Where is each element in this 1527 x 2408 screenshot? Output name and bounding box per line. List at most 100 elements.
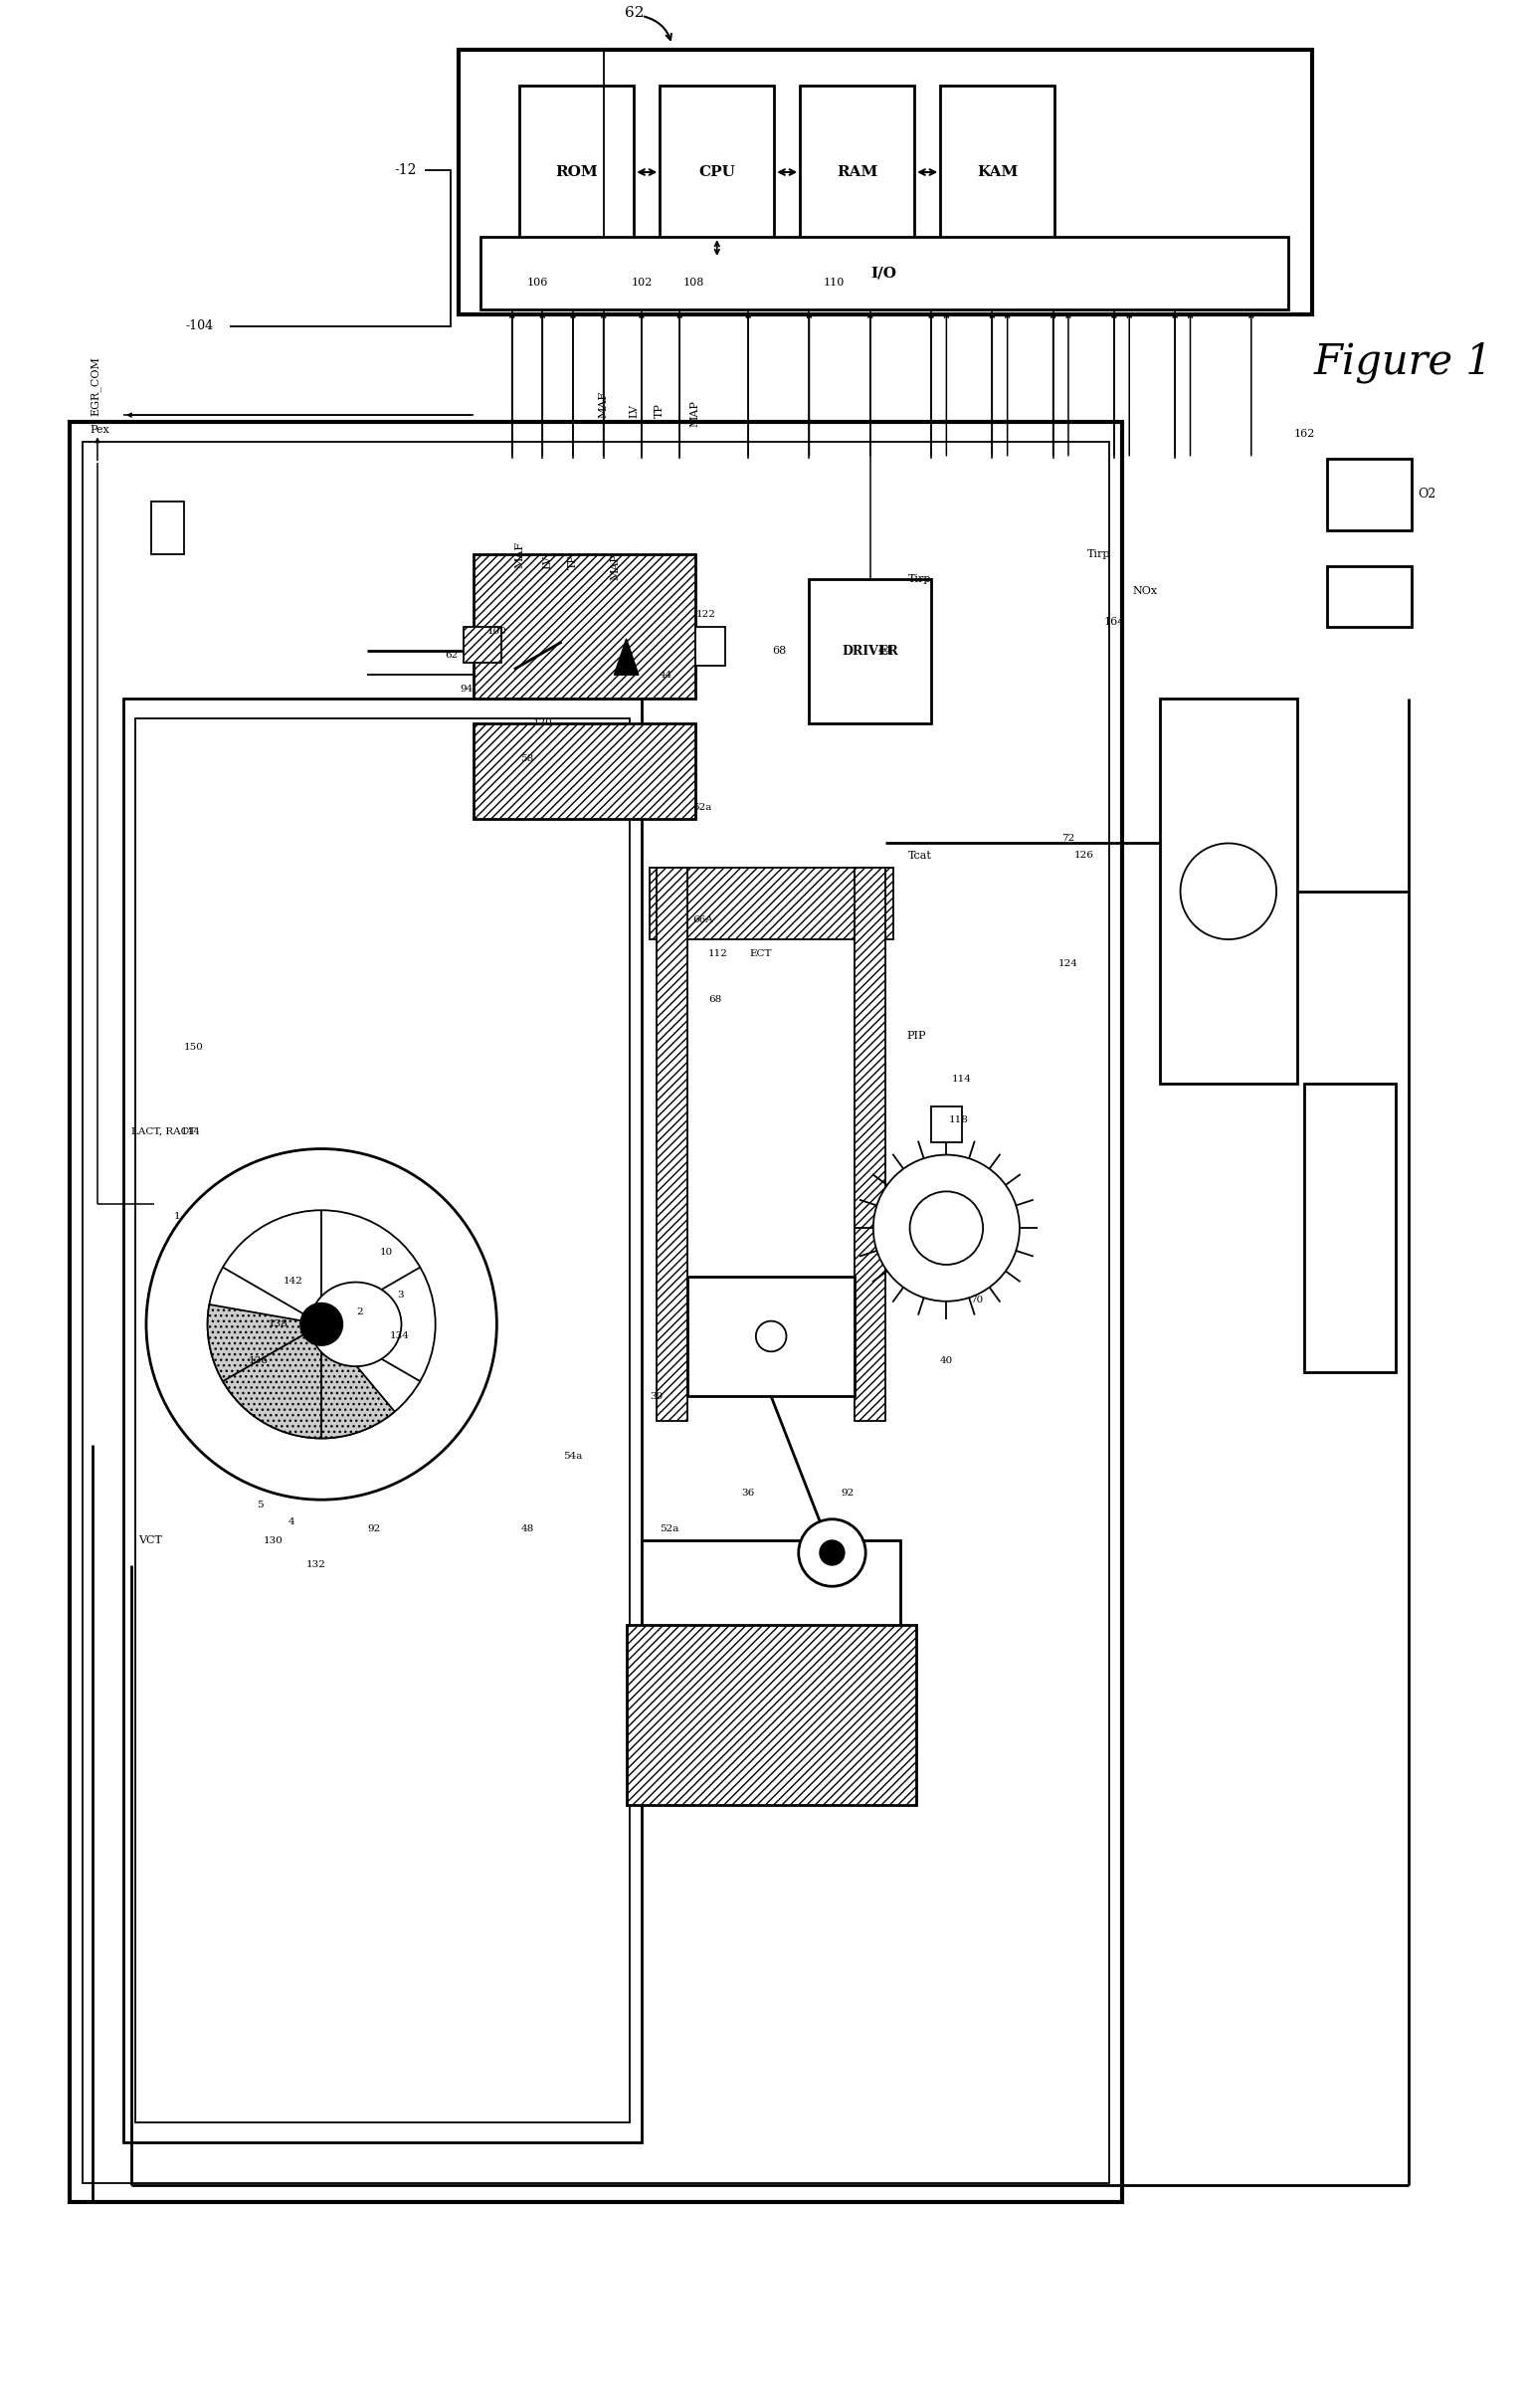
Bar xyxy=(151,501,185,554)
Text: MAP: MAP xyxy=(611,554,620,580)
Text: 2: 2 xyxy=(356,1308,363,1317)
Text: 120: 120 xyxy=(533,718,553,727)
Text: 110: 110 xyxy=(823,277,844,289)
Bar xyxy=(687,1276,855,1397)
Bar xyxy=(931,1108,962,1144)
Text: TP: TP xyxy=(568,554,577,568)
Text: 44: 44 xyxy=(660,669,672,679)
Text: NOx: NOx xyxy=(1132,585,1157,595)
Text: 162: 162 xyxy=(1293,429,1315,438)
Bar xyxy=(473,554,695,698)
Text: 52a: 52a xyxy=(693,802,712,811)
Text: Tcat: Tcat xyxy=(909,850,931,860)
Text: 100: 100 xyxy=(487,626,507,636)
Bar xyxy=(473,722,695,819)
Bar xyxy=(657,867,687,1421)
Bar xyxy=(479,236,1287,308)
Text: I/O: I/O xyxy=(870,267,896,279)
Text: EGR_COM: EGR_COM xyxy=(90,356,101,417)
Text: LV: LV xyxy=(542,554,553,568)
Ellipse shape xyxy=(1180,843,1277,939)
Bar xyxy=(1327,458,1411,530)
Text: MAF: MAF xyxy=(599,390,608,417)
Text: 138: 138 xyxy=(269,1320,289,1329)
Text: 10: 10 xyxy=(379,1247,392,1257)
Text: 72: 72 xyxy=(1061,833,1075,843)
Text: TP: TP xyxy=(655,402,664,417)
Text: RAM: RAM xyxy=(837,166,878,178)
Text: 70: 70 xyxy=(970,1296,983,1305)
Bar xyxy=(649,867,893,939)
Text: 40: 40 xyxy=(939,1356,953,1365)
Text: Figure 1: Figure 1 xyxy=(1315,342,1493,383)
Text: 130: 130 xyxy=(264,1536,284,1546)
Text: 44: 44 xyxy=(878,645,892,655)
Bar xyxy=(800,87,915,258)
Text: 4: 4 xyxy=(287,1517,295,1527)
Text: 3: 3 xyxy=(397,1291,405,1300)
Text: ECT: ECT xyxy=(750,949,771,958)
Text: 68: 68 xyxy=(773,645,786,655)
Text: O2: O2 xyxy=(1417,489,1435,501)
Bar xyxy=(463,626,501,662)
Text: ROM: ROM xyxy=(556,166,599,178)
Bar xyxy=(82,441,1110,2184)
Text: 144: 144 xyxy=(182,1127,202,1137)
Bar xyxy=(1304,1084,1396,1373)
Bar xyxy=(809,578,931,722)
Ellipse shape xyxy=(910,1192,983,1264)
Text: 150: 150 xyxy=(185,1043,205,1052)
Text: MAF: MAF xyxy=(515,542,525,568)
Text: Pex: Pex xyxy=(90,424,110,433)
Text: 48: 48 xyxy=(521,1524,534,1534)
Text: 92: 92 xyxy=(366,1524,380,1534)
Text: DRIVER: DRIVER xyxy=(841,645,898,657)
Bar xyxy=(519,87,634,258)
Bar xyxy=(136,718,629,2124)
Text: 132: 132 xyxy=(307,1560,325,1570)
Text: PIP: PIP xyxy=(906,1031,925,1040)
Text: 164: 164 xyxy=(1104,616,1125,626)
Text: 5: 5 xyxy=(257,1500,264,1510)
Text: MAP: MAP xyxy=(690,400,699,426)
Text: 122: 122 xyxy=(696,609,716,619)
Text: 102: 102 xyxy=(631,277,652,289)
Text: 142: 142 xyxy=(284,1276,304,1286)
Text: 54a: 54a xyxy=(563,1452,583,1462)
Ellipse shape xyxy=(799,1519,866,1587)
Text: LV: LV xyxy=(629,405,638,417)
Ellipse shape xyxy=(301,1303,342,1346)
Bar xyxy=(458,51,1312,313)
Text: 134: 134 xyxy=(389,1332,409,1341)
Text: 124: 124 xyxy=(1058,958,1078,968)
Text: 126: 126 xyxy=(1073,850,1093,860)
Text: 62: 62 xyxy=(625,7,644,19)
Polygon shape xyxy=(614,638,638,674)
Text: 92: 92 xyxy=(841,1488,854,1498)
Text: KAM: KAM xyxy=(977,166,1019,178)
Text: LACT, RACT: LACT, RACT xyxy=(131,1127,195,1137)
Text: 1: 1 xyxy=(174,1211,180,1221)
Bar xyxy=(626,1625,916,1806)
Text: -104: -104 xyxy=(186,320,214,332)
Ellipse shape xyxy=(208,1211,435,1438)
Text: 118: 118 xyxy=(948,1115,968,1125)
Text: Tirp: Tirp xyxy=(1087,549,1110,559)
Text: 36: 36 xyxy=(742,1488,754,1498)
Bar xyxy=(941,87,1055,258)
Text: 112: 112 xyxy=(709,949,728,958)
Polygon shape xyxy=(208,1305,394,1438)
Bar xyxy=(1327,566,1411,626)
Ellipse shape xyxy=(873,1156,1020,1300)
Text: -12: -12 xyxy=(394,164,417,176)
Text: VCT: VCT xyxy=(139,1536,162,1546)
Text: Tirp: Tirp xyxy=(909,573,931,583)
Bar xyxy=(695,626,725,665)
Text: 52a: 52a xyxy=(660,1524,678,1534)
Bar xyxy=(855,867,886,1421)
Bar xyxy=(70,421,1122,2203)
Text: 114: 114 xyxy=(951,1074,971,1084)
Ellipse shape xyxy=(756,1322,786,1351)
Bar xyxy=(124,698,641,2143)
Text: 62: 62 xyxy=(444,650,458,660)
